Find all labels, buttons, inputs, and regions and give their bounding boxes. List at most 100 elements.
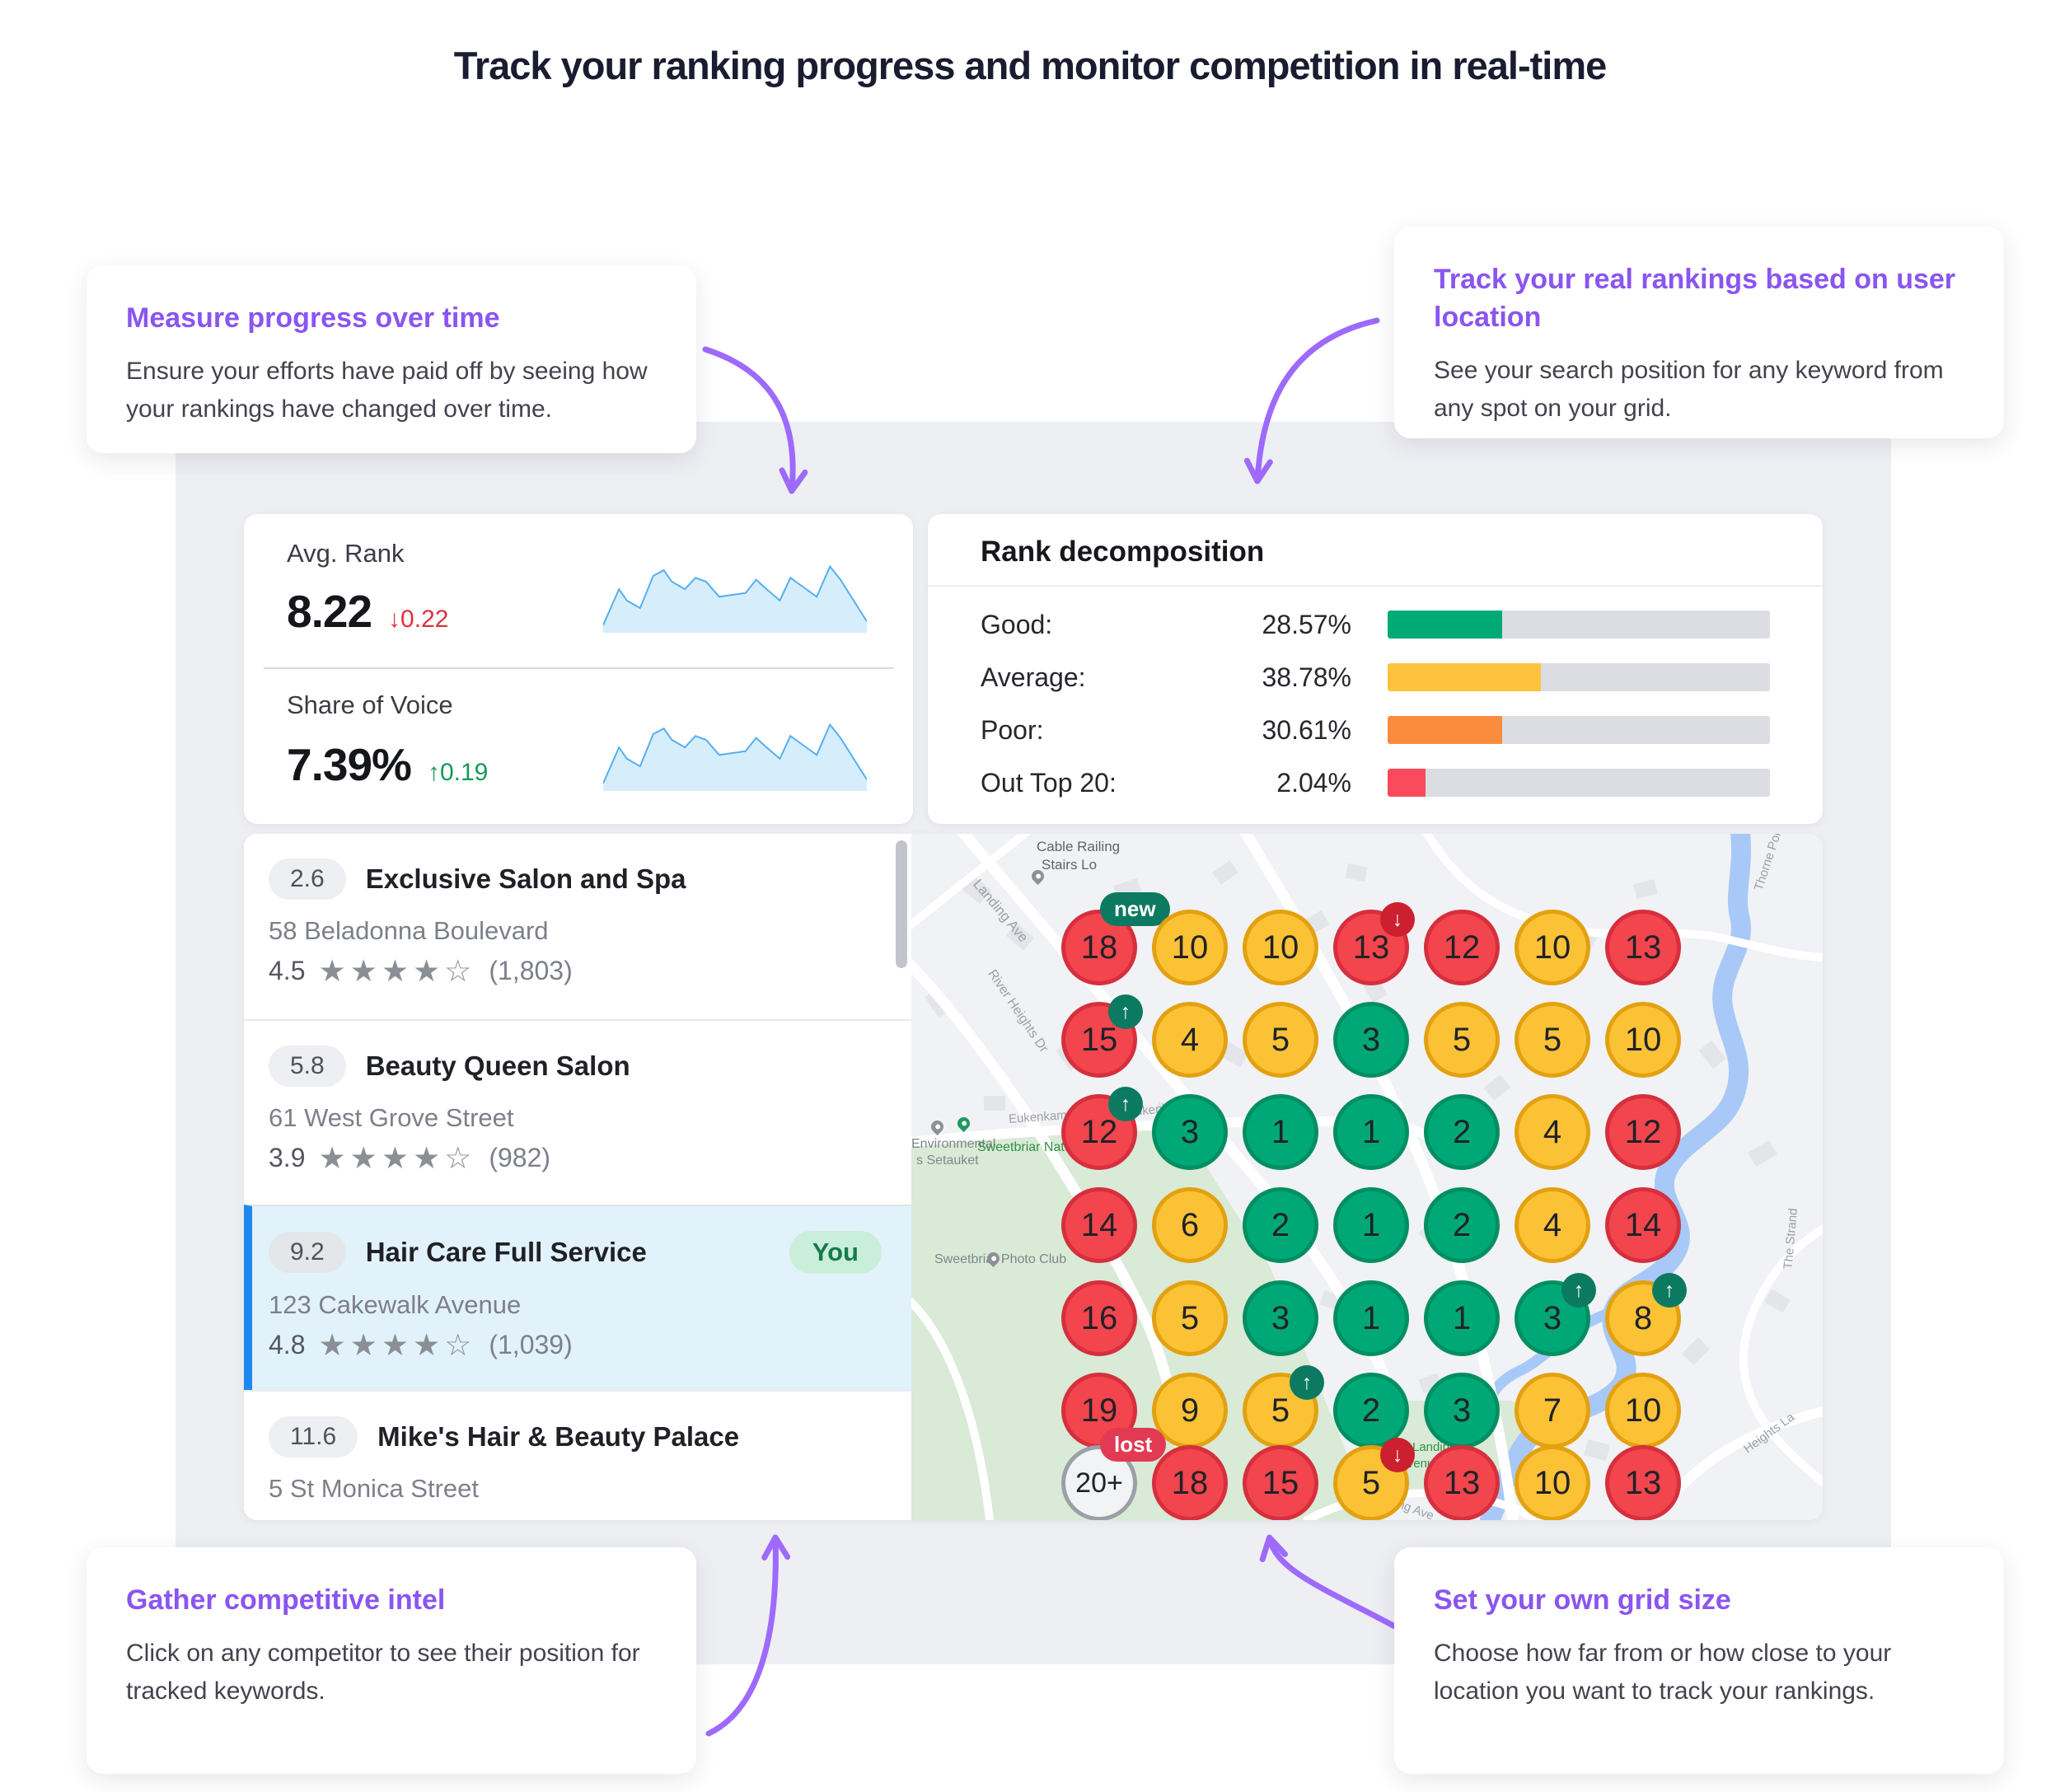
grid-rank-pin[interactable]: 1 xyxy=(1424,1280,1500,1356)
grid-rank-value: 7 xyxy=(1543,1392,1562,1429)
grid-rank-pin[interactable]: 5 xyxy=(1243,1002,1318,1078)
grid-rank-pin[interactable]: 15 xyxy=(1243,1445,1318,1520)
grid-rank-pin[interactable]: 16 xyxy=(1061,1280,1137,1356)
grid-rank-pin[interactable]: 18 new xyxy=(1061,892,1170,985)
list-scrollbar[interactable] xyxy=(896,840,907,968)
grid-rank-pin[interactable]: 10 xyxy=(1605,1373,1681,1448)
grid-rank-pin[interactable]: 13 ↓ xyxy=(1333,902,1415,985)
grid-rank-pin[interactable]: 14 xyxy=(1061,1187,1137,1263)
decomposition-row-value: 28.57% xyxy=(1262,609,1351,639)
share-of-voice-delta: ↑0.19 xyxy=(427,759,489,786)
grid-rank-pin[interactable]: 5 ↓ xyxy=(1333,1438,1415,1520)
grid-rank-pin[interactable]: 5 ↑ xyxy=(1243,1365,1324,1448)
building-footprint xyxy=(1212,860,1238,885)
listing-rating-value: 4.8 xyxy=(269,1330,306,1359)
callout-heading: Measure progress over time xyxy=(126,302,500,334)
list-item[interactable]: 5.8 Beauty Queen Salon 61 West Grove Stree… xyxy=(244,1019,911,1205)
grid-rank-pin[interactable]: 10 xyxy=(1515,1445,1590,1520)
grid-rank-pin[interactable]: 10 xyxy=(1152,910,1228,985)
grid-rank-pin[interactable]: 6 xyxy=(1152,1187,1228,1263)
grid-rank-pin[interactable]: 4 xyxy=(1515,1187,1590,1263)
callout-real-rankings: Track your real rankings based on user l… xyxy=(1394,227,2004,438)
grid-rank-pin[interactable]: 2 xyxy=(1243,1187,1318,1263)
listing-rank-badge: 5.8 xyxy=(269,1046,346,1087)
rank-down-badge-icon: ↓ xyxy=(1380,902,1415,937)
grid-rank-value: 5 xyxy=(1361,1464,1381,1501)
grid-rank-pin[interactable]: 3 ↑ xyxy=(1515,1273,1596,1356)
grid-rank-value: 5 xyxy=(1180,1299,1200,1336)
grid-rank-value: 1 xyxy=(1452,1299,1472,1336)
callout-competitive-intel: Gather competitive intel Click on any co… xyxy=(87,1547,696,1774)
grid-rank-pin[interactable]: 4 xyxy=(1152,1002,1228,1078)
grid-rank-pin[interactable]: 3 xyxy=(1243,1280,1318,1356)
map-place-label: Sweetbriar Photo Club xyxy=(934,1252,1067,1266)
grid-rank-pin[interactable]: 2 xyxy=(1424,1187,1500,1263)
listing-address: 58 Beladonna Boulevard xyxy=(269,916,549,945)
list-item[interactable]: 2.6 Exclusive Salon and Spa 58 Beladonna B… xyxy=(244,834,911,1019)
building-footprint xyxy=(1764,1289,1791,1313)
decomposition-row: Out Top 20: 2.04% xyxy=(928,756,1823,809)
grid-rank-pin[interactable]: 13 xyxy=(1605,1445,1681,1520)
grid-rank-pin[interactable]: 5 xyxy=(1515,1002,1590,1078)
stats-card: Avg. Rank 8.22 ↓0.22 Share of Voice 7.39… xyxy=(244,514,913,824)
listing-review-count: (1,803) xyxy=(489,956,573,985)
avg-rank-value: 8.22 xyxy=(287,586,372,637)
grid-rank-pin[interactable]: 1 xyxy=(1243,1094,1318,1170)
grid-rank-value: 5 xyxy=(1543,1021,1562,1058)
grid-rank-value: 20+ xyxy=(1075,1467,1123,1499)
grid-rank-pin[interactable]: 2 xyxy=(1424,1094,1500,1170)
grid-rank-pin[interactable]: 8 ↑ xyxy=(1605,1273,1687,1356)
rank-up-badge-icon: ↑ xyxy=(1652,1273,1687,1308)
grid-rank-value: 6 xyxy=(1180,1206,1200,1243)
grid-rank-value: 14 xyxy=(1624,1206,1662,1243)
grid-rank-pin[interactable]: 12 ↑ xyxy=(1061,1087,1143,1170)
grid-rank-pin[interactable]: 18 xyxy=(1152,1445,1228,1520)
grid-rank-pin[interactable]: 5 xyxy=(1152,1280,1228,1356)
listing-review-count: (1,039) xyxy=(489,1330,573,1359)
grid-rank-pin[interactable]: 1 xyxy=(1333,1094,1409,1170)
grid-rank-value: 1 xyxy=(1361,1299,1381,1336)
building-footprint xyxy=(1682,1337,1710,1365)
map-place-label: Sweetbriar Nature xyxy=(977,1140,1084,1154)
grid-rank-value: 2 xyxy=(1452,1206,1472,1243)
listing-address: 5 St Monica Street xyxy=(269,1474,480,1503)
grid-rank-pin[interactable]: 1 xyxy=(1333,1280,1409,1356)
grid-rank-pin[interactable]: 5 xyxy=(1424,1002,1500,1078)
grid-rank-pin[interactable]: 15 ↑ xyxy=(1061,994,1143,1078)
grid-rank-value: 3 xyxy=(1271,1299,1290,1336)
grid-rank-pin[interactable]: 3 xyxy=(1152,1094,1228,1170)
listing-name: Beauty Queen Salon xyxy=(365,1050,630,1081)
decomposition-rows: Good: 28.57% Average: 38.78% Poor: 30.61% Out … xyxy=(928,587,1823,809)
list-item[interactable]: 9.2 Hair Care Full Service You 123 Cakewalk… xyxy=(244,1205,911,1390)
grid-rank-pin[interactable]: 7 xyxy=(1515,1373,1590,1448)
list-item[interactable]: 11.6 Mike's Hair & Beauty Palace 5 St Moni… xyxy=(244,1390,911,1520)
grid-rank-pin[interactable]: 14 xyxy=(1605,1187,1681,1263)
listing-rating-row: 4.5 ★★★★☆ (1,803) xyxy=(269,956,882,986)
grid-rank-pin[interactable]: 20+ lost xyxy=(1061,1428,1167,1520)
grid-rank-value: 3 xyxy=(1180,1113,1200,1150)
grid-rank-pin[interactable]: 3 xyxy=(1333,1002,1409,1078)
grid-rank-pin[interactable]: 10 xyxy=(1515,910,1590,985)
grid-rank-pin[interactable]: 4 xyxy=(1515,1094,1590,1170)
listing-address: 123 Cakewalk Avenue xyxy=(269,1290,522,1319)
decomposition-row-value: 38.78% xyxy=(1262,662,1351,692)
listing-review-count: (982) xyxy=(489,1143,551,1172)
grid-rank-pin[interactable]: 1 xyxy=(1333,1187,1409,1263)
listing-rating-row: 4.8 ★★★★☆ (1,039) xyxy=(269,1330,882,1360)
list-map-block: 2.6 Exclusive Salon and Spa 58 Beladonna B… xyxy=(244,834,1823,1520)
rank-down-badge-icon: ↓ xyxy=(1380,1438,1415,1472)
grid-rank-pin[interactable]: 13 xyxy=(1424,1445,1500,1520)
grid-rank-pin[interactable]: 10 xyxy=(1243,910,1318,985)
map-canvas[interactable]: Cable Railing Stairs Lo Landing Ave River H… xyxy=(911,834,1823,1520)
grid-rank-pin[interactable]: 9 xyxy=(1152,1373,1228,1448)
grid-rank-value: 5 xyxy=(1271,1392,1290,1429)
decomposition-row: Poor: 30.61% xyxy=(928,704,1823,756)
grid-rank-pin[interactable]: 10 xyxy=(1605,1002,1681,1078)
grid-rank-pin[interactable]: 12 xyxy=(1424,910,1500,985)
grid-rank-pin[interactable]: 12 xyxy=(1605,1094,1681,1170)
grid-rank-pin[interactable]: 13 xyxy=(1605,910,1681,985)
grid-rank-value: 2 xyxy=(1361,1392,1381,1429)
grid-rank-value: 16 xyxy=(1080,1299,1118,1336)
grid-rank-pin[interactable]: 3 xyxy=(1424,1373,1500,1448)
grid-rank-value: 18 xyxy=(1171,1464,1209,1501)
